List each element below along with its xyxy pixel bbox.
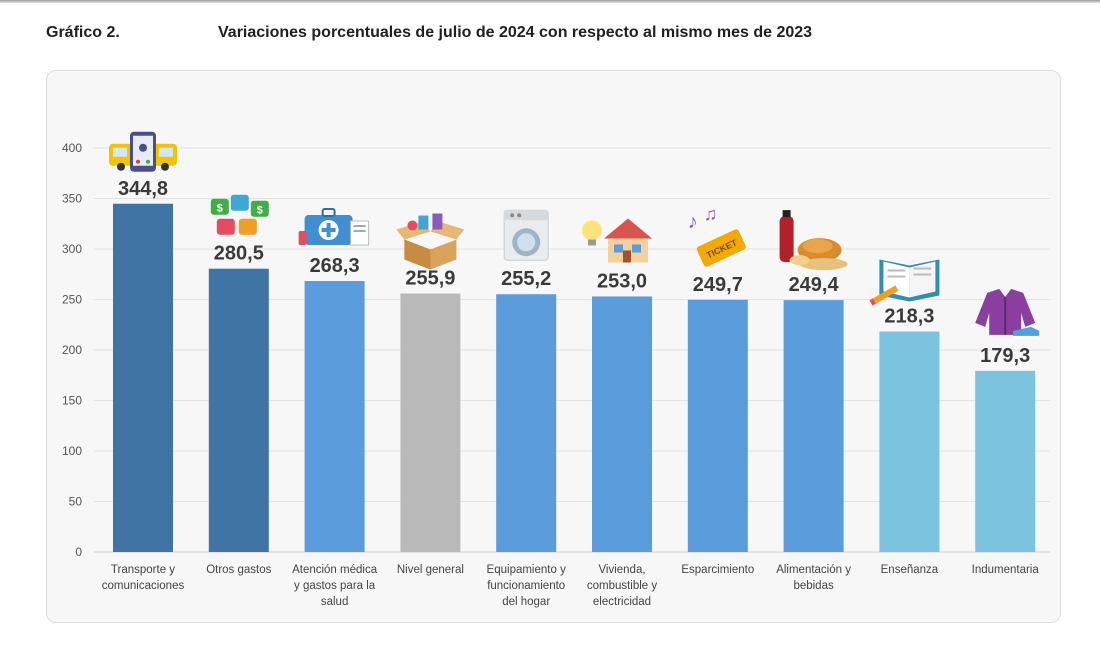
bar bbox=[783, 300, 844, 552]
data-label: 280,5 bbox=[214, 243, 264, 265]
x-tick-label: Atención médica bbox=[292, 564, 378, 576]
x-tick-label: Alimentación y bbox=[776, 564, 851, 576]
data-label: 253,0 bbox=[597, 270, 647, 292]
bar bbox=[304, 281, 365, 552]
figure-label: Gráfico 2. bbox=[46, 24, 120, 41]
y-tick-label: 250 bbox=[62, 293, 82, 307]
x-tick-label: bebidas bbox=[793, 580, 834, 592]
bar bbox=[496, 294, 557, 552]
y-tick-label: 200 bbox=[62, 343, 82, 357]
x-tick-label: Vivienda, bbox=[598, 564, 645, 576]
bar bbox=[879, 331, 940, 552]
data-label: 249,4 bbox=[789, 274, 840, 296]
jacket-shoe-icon bbox=[975, 288, 1040, 339]
data-label: 179,3 bbox=[980, 345, 1030, 367]
bar bbox=[687, 299, 748, 552]
y-tick-label: 50 bbox=[69, 495, 83, 509]
data-label: 344,8 bbox=[118, 178, 168, 200]
y-tick-label: 0 bbox=[75, 545, 82, 559]
x-tick-label: Nivel general bbox=[397, 564, 464, 576]
y-tick-label: 350 bbox=[62, 192, 82, 206]
svg-text:♫: ♫ bbox=[704, 204, 718, 224]
book-pencil-icon bbox=[869, 259, 940, 306]
x-tick-label: electricidad bbox=[593, 596, 651, 608]
svg-text:$: $ bbox=[217, 203, 223, 215]
bar bbox=[208, 268, 269, 552]
x-tick-label: Equipamiento y bbox=[487, 564, 567, 576]
x-tick-label: Transporte y bbox=[111, 564, 175, 576]
y-tick-label: 400 bbox=[62, 141, 82, 155]
house-lightbulb-icon bbox=[582, 218, 652, 263]
x-tick-label: Esparcimiento bbox=[681, 564, 754, 576]
x-tick-label: del hogar bbox=[502, 596, 550, 608]
food-drink-icon bbox=[779, 210, 848, 271]
x-tick-label: Indumentaria bbox=[972, 564, 1040, 576]
data-label: 255,2 bbox=[501, 268, 551, 290]
x-tick-label: salud bbox=[321, 596, 349, 608]
x-tick-label: comunicaciones bbox=[102, 580, 185, 592]
bar bbox=[113, 203, 173, 552]
svg-text:♪: ♪ bbox=[688, 211, 698, 233]
y-tick-label: 100 bbox=[62, 444, 82, 458]
ticket-music-icon: TICKET♪ ♫ bbox=[688, 204, 746, 267]
open-box-icon bbox=[396, 213, 465, 270]
data-label: 218,3 bbox=[884, 306, 934, 328]
figure-title: Variaciones porcentuales de julio de 202… bbox=[218, 24, 813, 41]
x-tick-label: funcionamiento bbox=[487, 580, 565, 592]
puzzle-money-icon: $ $ bbox=[210, 194, 269, 235]
svg-text:$: $ bbox=[257, 205, 263, 217]
bar bbox=[400, 293, 461, 552]
bar bbox=[592, 296, 652, 552]
x-tick-label: y gastos para la bbox=[294, 580, 376, 592]
data-label: 268,3 bbox=[310, 255, 360, 277]
x-tick-label: Enseñanza bbox=[881, 564, 939, 576]
x-tick-label: Otros gastos bbox=[206, 564, 271, 576]
data-label: 255,9 bbox=[405, 268, 455, 290]
y-tick-label: 150 bbox=[62, 394, 82, 408]
y-tick-label: 300 bbox=[62, 242, 82, 256]
data-label: 249,7 bbox=[693, 274, 743, 296]
bar bbox=[975, 370, 1036, 552]
top-rule bbox=[0, 0, 1100, 3]
x-tick-label: combustible y bbox=[587, 580, 658, 592]
washing-machine-icon bbox=[503, 209, 549, 261]
phone-bus-icon bbox=[109, 131, 177, 172]
medical-kit-icon bbox=[298, 208, 370, 246]
